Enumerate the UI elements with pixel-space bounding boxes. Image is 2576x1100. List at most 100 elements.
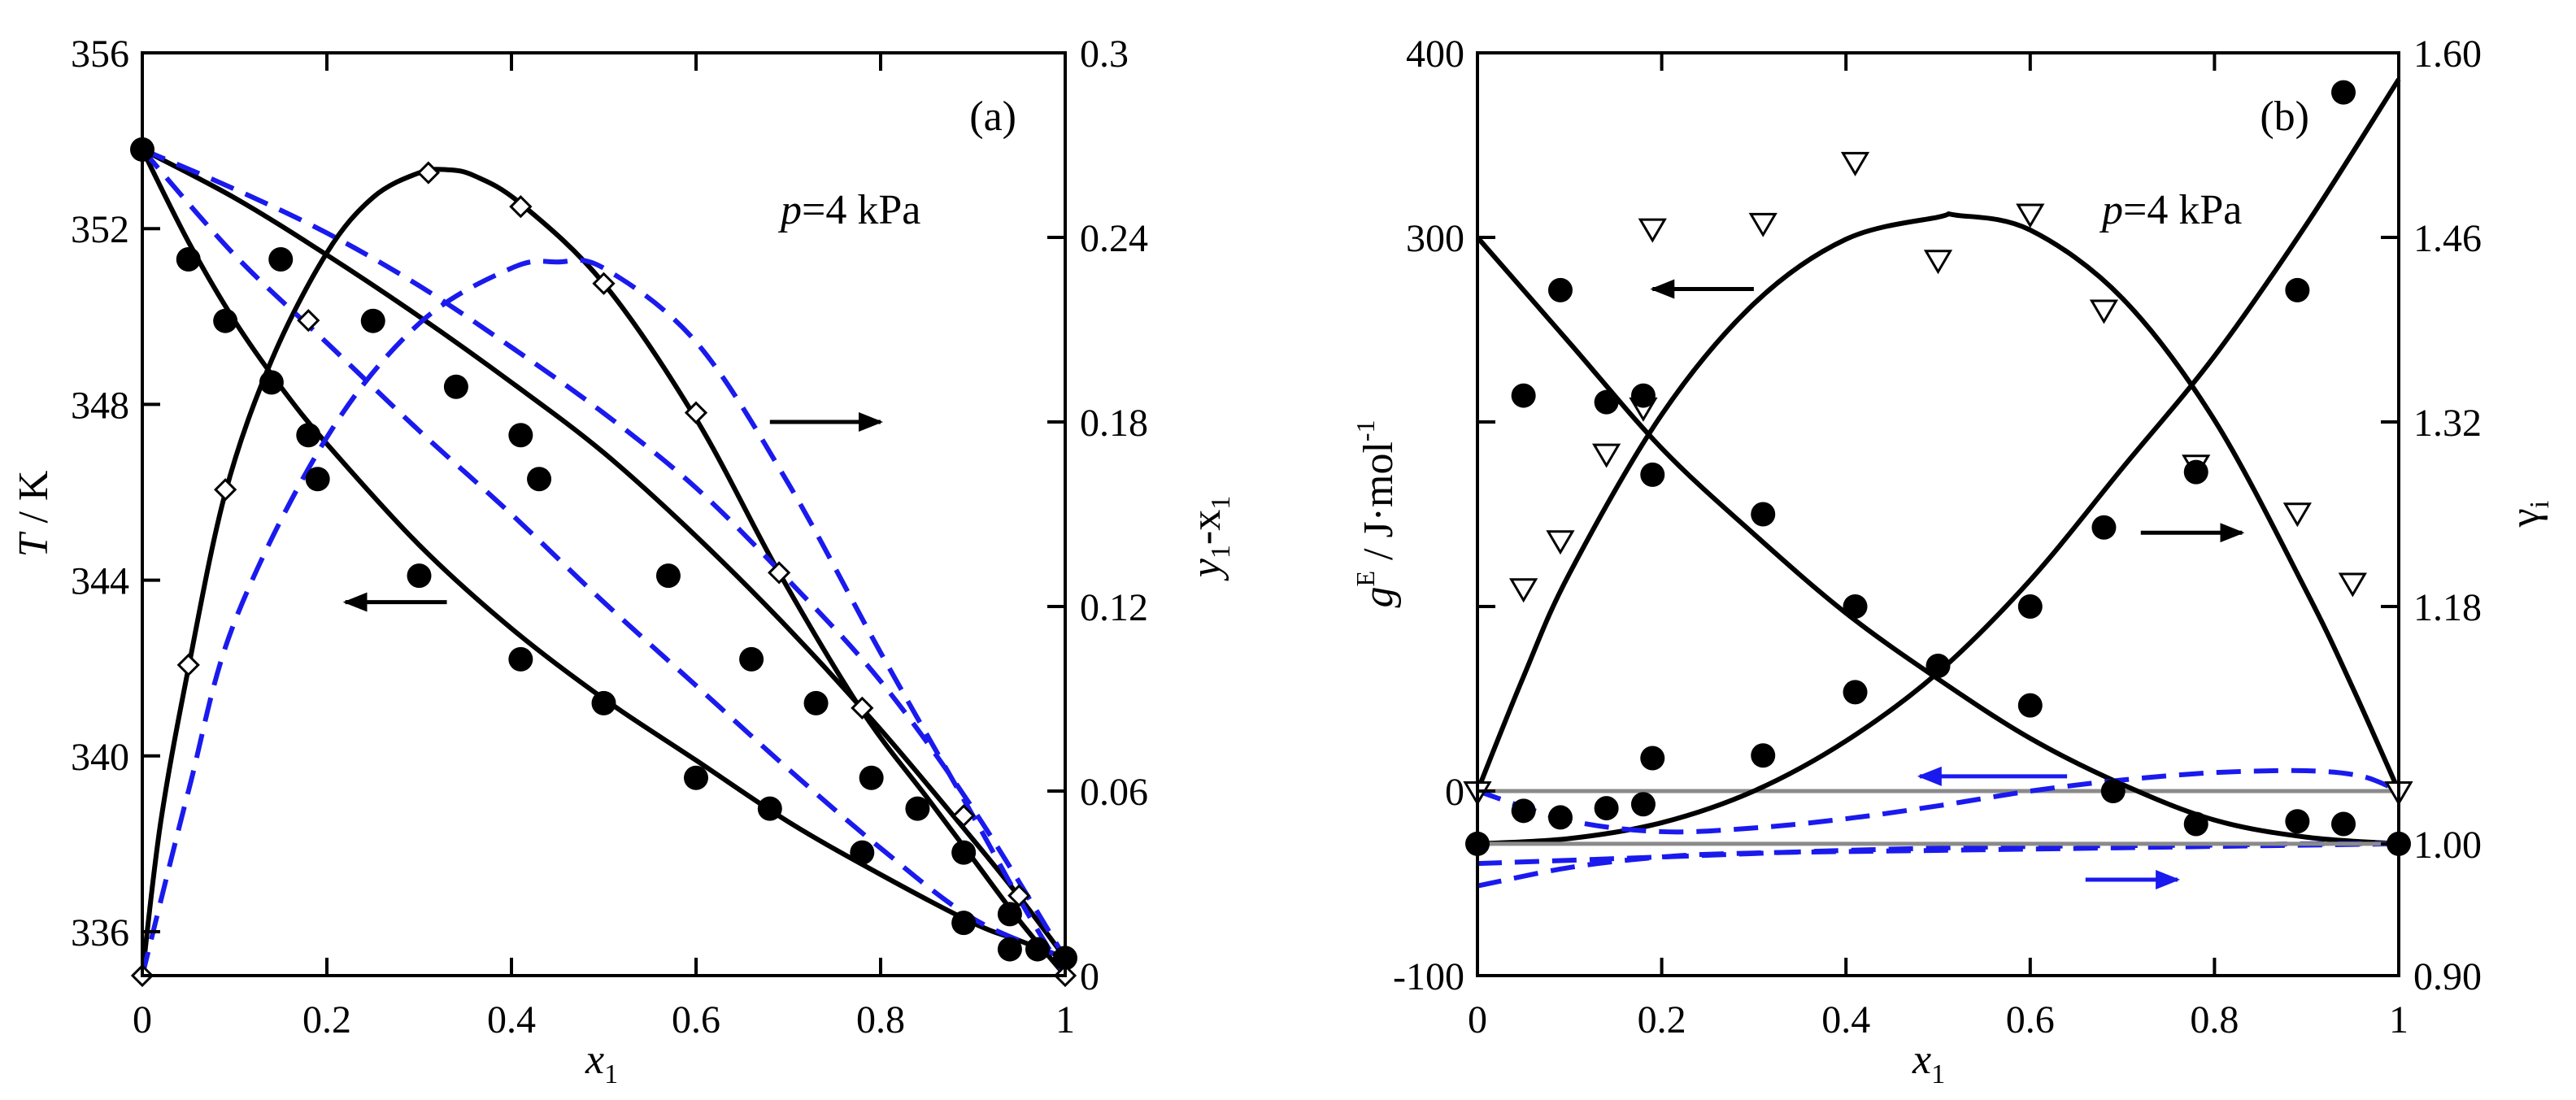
y-left-tick-label: 400 xyxy=(1406,33,1464,76)
chart-a-panel-label: (a) xyxy=(969,93,1016,140)
data-point xyxy=(2017,594,2043,619)
data-point xyxy=(2331,811,2356,837)
data-point xyxy=(684,765,708,790)
data-point xyxy=(997,937,1022,962)
data-point xyxy=(655,563,681,589)
x-tick-label: 0.4 xyxy=(487,998,536,1041)
data-point xyxy=(176,653,200,677)
data-point xyxy=(1509,578,1538,603)
data-point xyxy=(2338,572,2367,598)
chart-a-y1-x1-predicted-line xyxy=(140,257,1068,977)
data-point xyxy=(1843,680,1868,705)
x-tick-label: 0 xyxy=(133,998,152,1041)
chart-b-plot-area xyxy=(1463,77,2413,889)
x-tick-label: 1 xyxy=(2389,998,2408,1041)
chart-a-ylabel-right: y1-x1 xyxy=(1183,496,1236,581)
data-point xyxy=(1594,389,1619,415)
data-point xyxy=(997,902,1022,927)
chart-a-t-y-correlated-line xyxy=(141,147,1068,960)
chart-a-annotation: p=4 kPa xyxy=(777,187,920,233)
y-left-tick-label: 340 xyxy=(71,736,129,779)
chart-b-ge-experimental-points xyxy=(1463,151,2413,806)
data-point xyxy=(1638,218,1667,243)
data-point xyxy=(951,840,977,865)
data-point xyxy=(739,646,764,672)
y-right-tick-label: 0.90 xyxy=(2413,955,2482,998)
chart-a-y1-x1-correlated-line xyxy=(140,167,1068,977)
data-point xyxy=(407,563,432,589)
data-point xyxy=(1630,792,1656,817)
x-tick-label: 0 xyxy=(1468,998,1487,1041)
data-point xyxy=(1007,884,1031,907)
data-point xyxy=(2285,277,2310,302)
data-point xyxy=(213,308,238,333)
data-point xyxy=(1748,212,1778,237)
data-point xyxy=(2100,779,2126,803)
data-point xyxy=(1923,250,1953,275)
data-point xyxy=(1547,277,1573,302)
y-right-tick-label: 1.60 xyxy=(2413,33,2482,76)
data-point xyxy=(803,690,829,715)
chart-b-gamma1-experimental-points xyxy=(1465,80,2356,856)
y-right-tick-label: 0.12 xyxy=(1080,586,1148,629)
x-tick-label: 0.2 xyxy=(302,998,351,1041)
data-point xyxy=(2091,515,2117,540)
x-tick-label: 0.2 xyxy=(1638,998,1686,1041)
data-point xyxy=(1591,443,1621,468)
data-point xyxy=(443,374,468,399)
data-point xyxy=(1630,383,1656,408)
chart-a-xlabel: x1 xyxy=(585,1037,618,1089)
chart-a-y1-x1-experimental-points xyxy=(130,161,1077,988)
x-tick-label: 0.6 xyxy=(672,998,720,1041)
chart-b-ge-predicted-line xyxy=(1477,767,2400,835)
y-left-tick-label: 356 xyxy=(71,33,129,76)
chart-a-t-x-experimental-points xyxy=(130,137,1077,971)
chart-b-gamma2-predicted-line xyxy=(1477,841,2400,867)
chart-a-t-y-experimental-points xyxy=(268,247,1022,927)
data-point xyxy=(1594,796,1619,821)
y-left-tick-label: -100 xyxy=(1393,955,1464,998)
data-point xyxy=(508,423,533,448)
chart-b-y-left-ticks: -100 0 300 400 xyxy=(1393,33,1495,998)
data-point xyxy=(259,370,284,395)
chart-b-ylabel-left: gE / J·mol-1 xyxy=(1351,420,1402,607)
data-point xyxy=(1511,798,1536,824)
x-tick-label: 0.6 xyxy=(2006,998,2055,1041)
data-point xyxy=(1511,383,1536,408)
y-right-tick-label: 1.32 xyxy=(2413,402,2482,445)
data-point xyxy=(1925,653,1951,678)
y-right-tick-label: 1.18 xyxy=(2413,586,2482,629)
y-left-tick-label: 348 xyxy=(71,384,129,427)
data-point xyxy=(1025,937,1050,962)
data-point xyxy=(2017,693,2043,718)
data-point xyxy=(1546,530,1575,555)
data-point xyxy=(508,646,533,672)
data-point xyxy=(905,796,930,821)
y-right-tick-label: 1.00 xyxy=(2413,824,2482,867)
chart-b-frame xyxy=(1476,51,2400,977)
chart-b-gamma2-experimental-points xyxy=(1511,277,2411,856)
data-point xyxy=(2331,80,2356,105)
y-right-tick-label: 0 xyxy=(1080,955,1099,998)
y-right-tick-label: 0.18 xyxy=(1080,402,1148,445)
x-tick-label: 0.8 xyxy=(856,998,905,1041)
chart-a-frame xyxy=(141,51,1067,977)
y-right-tick-label: 0.06 xyxy=(1080,771,1148,814)
chart-a-plot-area xyxy=(130,137,1077,988)
data-point xyxy=(2089,299,2119,324)
data-point xyxy=(951,911,977,936)
chart-b-x-ticks: 0 0.2 0.4 0.6 0.8 1 xyxy=(1468,53,2408,1041)
data-point xyxy=(2183,811,2208,837)
data-point xyxy=(1547,805,1573,830)
chart-b-y-right-ticks: 0.90 1.00 1.18 1.32 1.46 1.60 xyxy=(2381,33,2482,998)
data-point xyxy=(1840,151,1870,176)
data-point xyxy=(851,696,874,720)
data-point xyxy=(2285,809,2310,834)
data-point xyxy=(360,308,385,333)
data-point xyxy=(214,478,237,502)
data-point xyxy=(527,467,552,492)
y-left-tick-label: 352 xyxy=(71,208,129,251)
data-point xyxy=(1843,594,1868,619)
